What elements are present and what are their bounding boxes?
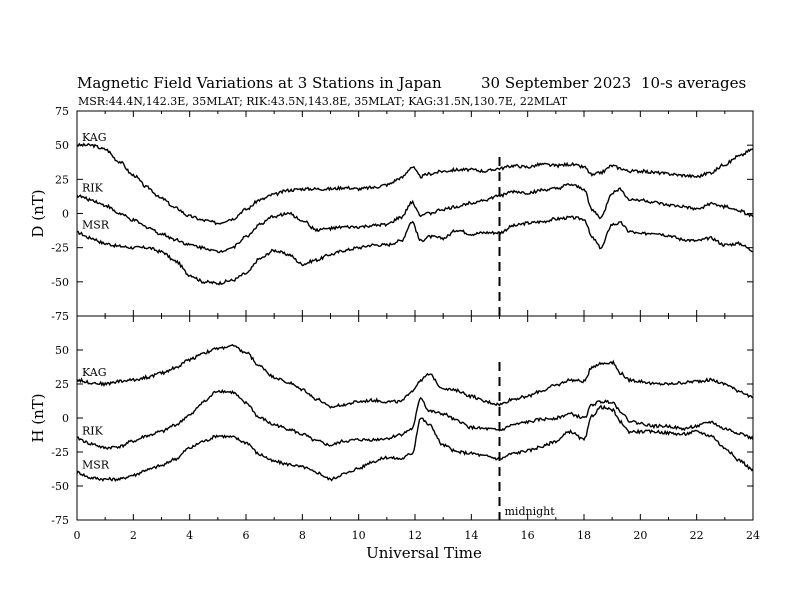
y-tick-label: 50	[55, 139, 69, 152]
y-tick-label: -25	[51, 242, 69, 255]
series-line-rik	[76, 183, 754, 254]
x-tick-label: 2	[130, 529, 137, 542]
station-coordinates: MSR:44.4N,142.3E, 35MLAT; RIK:43.5N,143.…	[78, 95, 568, 108]
y-tick-label: 50	[55, 344, 69, 357]
panel-d: -75 -50 -25 0 25 50 75 D (nT) KAG RIK MSR	[29, 105, 754, 323]
midnight-label: midnight	[505, 505, 556, 518]
y-tick-label: -75	[51, 310, 69, 323]
series-line-msr	[76, 404, 754, 483]
series-line-kag	[76, 142, 754, 226]
panel-frame	[76, 110, 754, 317]
x-tick-label: 14	[464, 529, 478, 542]
x-tick-label: 22	[690, 529, 704, 542]
series-label-msr: MSR	[82, 219, 110, 232]
series-label-kag: KAG	[82, 366, 107, 379]
y-tick-label: 0	[62, 208, 69, 221]
x-tick-label: 8	[299, 529, 306, 542]
series-label-rik: RIK	[82, 182, 104, 195]
x-tick-label: 24	[746, 529, 760, 542]
x-tick-label: 16	[521, 529, 535, 542]
x-tick-label: 0	[74, 529, 81, 542]
series-label-msr: MSR	[82, 458, 110, 471]
x-tick-label: 10	[352, 529, 366, 542]
chart-date: 30 September 2023	[481, 74, 631, 92]
x-tick-label: 12	[408, 529, 422, 542]
series-label-kag: KAG	[82, 131, 107, 144]
y-tick-label: -25	[51, 446, 69, 459]
y-axis-label: D (nT)	[29, 189, 47, 237]
x-tick-label: 20	[633, 529, 647, 542]
y-axis-label: H (nT)	[29, 393, 47, 442]
y-tick-label: -50	[51, 276, 69, 289]
y-tick-label: -50	[51, 480, 69, 493]
x-tick-label: 18	[577, 529, 591, 542]
x-tick-label: 6	[243, 529, 250, 542]
series-label-rik: RIK	[82, 424, 104, 437]
series-line-rik	[76, 388, 754, 450]
x-axis-label: Universal Time	[366, 544, 482, 562]
panels: -75 -50 -25 0 25 50 75 D (nT) KAG RIK MSR -75 -50 -25…	[29, 105, 760, 542]
y-tick-label: 75	[55, 105, 69, 118]
y-tick-label: 25	[55, 378, 69, 391]
chart-averaging: 10-s averages	[641, 74, 746, 92]
chart-title: Magnetic Field Variations at 3 Stations …	[77, 74, 442, 92]
x-tick-label: 4	[186, 529, 193, 542]
y-tick-label: 25	[55, 173, 69, 186]
y-tick-label: 0	[62, 412, 69, 425]
series-line-kag	[76, 343, 754, 409]
series-line-msr	[77, 215, 754, 286]
y-tick-label: -75	[51, 514, 69, 527]
